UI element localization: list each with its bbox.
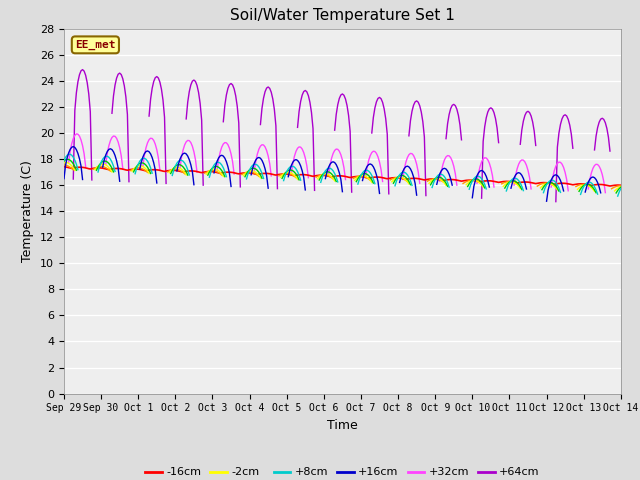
X-axis label: Time: Time: [327, 419, 358, 432]
Title: Soil/Water Temperature Set 1: Soil/Water Temperature Set 1: [230, 9, 455, 24]
Legend: -16cm, -8cm, -2cm, +2cm, +8cm, +16cm, +32cm, +64cm: -16cm, -8cm, -2cm, +2cm, +8cm, +16cm, +3…: [141, 463, 544, 480]
Text: EE_met: EE_met: [75, 40, 116, 50]
Y-axis label: Temperature (C): Temperature (C): [22, 160, 35, 262]
